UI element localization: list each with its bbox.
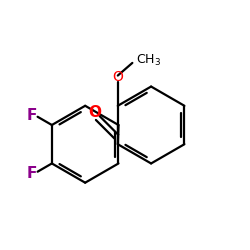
Text: O: O (88, 104, 101, 120)
Text: F: F (26, 166, 37, 180)
Text: F: F (26, 108, 37, 123)
Text: CH$_3$: CH$_3$ (136, 52, 161, 68)
Text: O: O (112, 70, 123, 85)
